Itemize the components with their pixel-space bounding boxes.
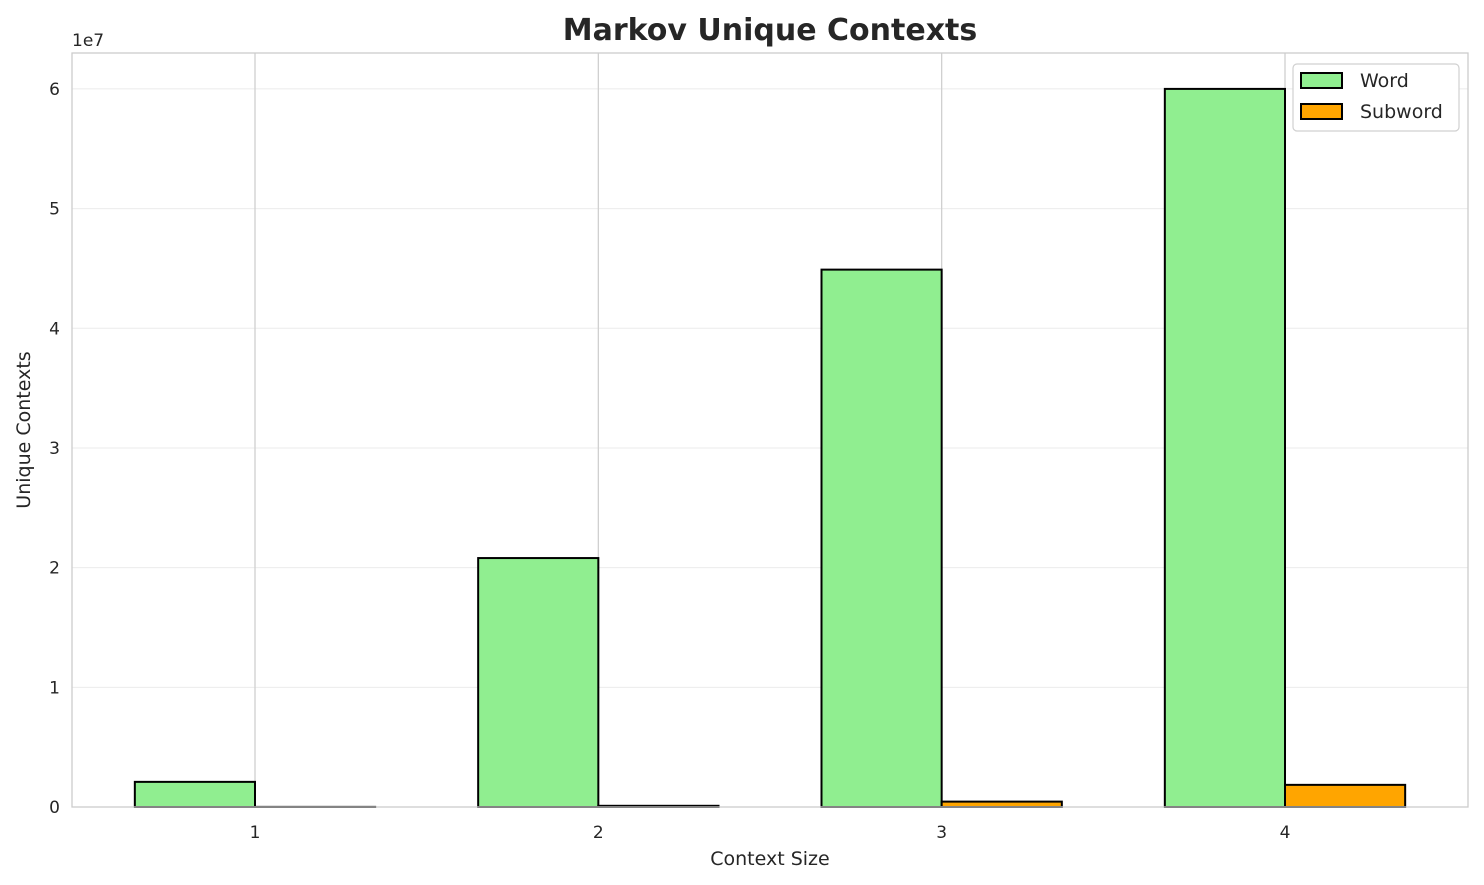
bar-word-1 — [133, 780, 256, 808]
y-offset-label: 1e7 — [72, 31, 104, 51]
legend-swatch-subword — [1300, 103, 1343, 120]
x-tick-label: 3 — [936, 823, 947, 843]
bar-word-3 — [820, 268, 943, 808]
bar-subword-4 — [1284, 783, 1407, 808]
y-tick-label: 3 — [49, 439, 60, 459]
plot-frame — [71, 52, 1469, 808]
y-tick-label: 1 — [49, 678, 60, 698]
y-tick-label: 5 — [49, 200, 60, 220]
y-axis-label: Unique Contexts — [13, 351, 35, 508]
legend-label-word: Word — [1360, 70, 1409, 92]
bar-word-4 — [1163, 87, 1287, 808]
legend-label-subword: Subword — [1360, 101, 1443, 123]
y-tick-label: 6 — [49, 80, 60, 100]
bar-word-2 — [477, 557, 600, 808]
legend-swatch-word — [1300, 72, 1343, 89]
x-tick-label: 2 — [593, 823, 604, 843]
x-tick-label: 1 — [250, 823, 261, 843]
chart-title: Markov Unique Contexts — [563, 13, 978, 48]
y-tick-label: 0 — [49, 798, 60, 818]
bar-subword-3 — [940, 800, 1063, 808]
y-tick-label: 4 — [49, 319, 60, 339]
x-tick-label: 4 — [1280, 823, 1291, 843]
x-axis-label: Context Size — [710, 848, 829, 870]
y-tick-label: 2 — [49, 559, 60, 579]
